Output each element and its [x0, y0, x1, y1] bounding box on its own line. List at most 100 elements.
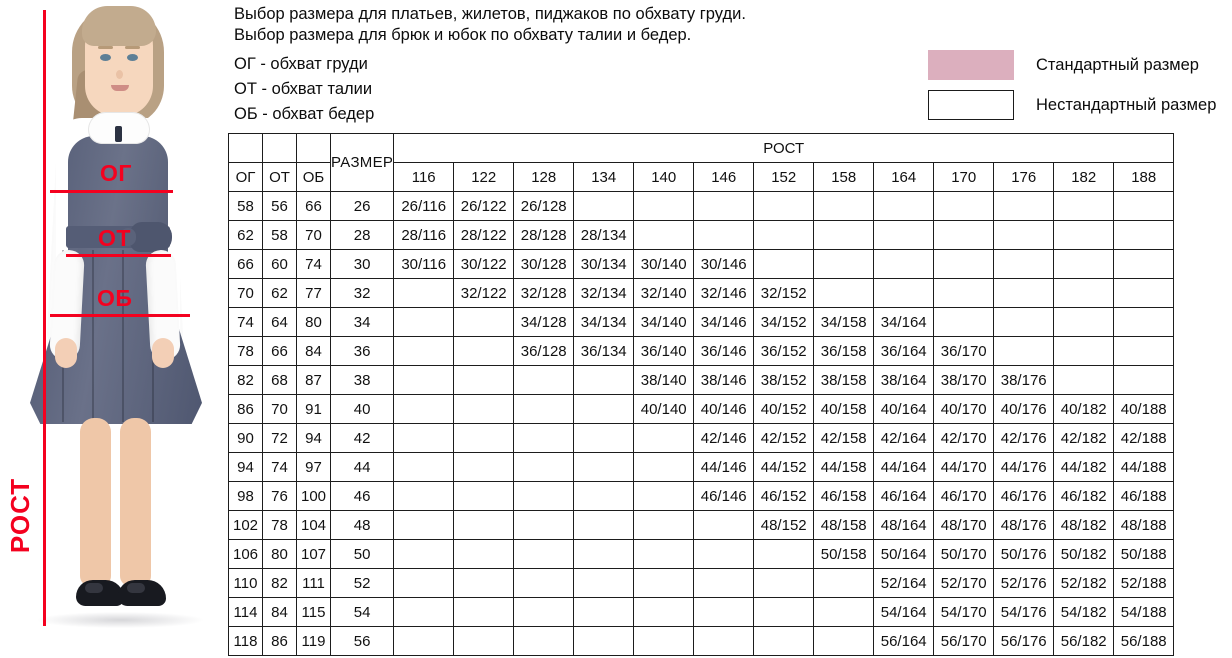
cell-38-146: 38/146: [693, 365, 755, 395]
cell-32-158: [813, 278, 875, 308]
abbreviation-chest: ОГ - обхват груди: [234, 55, 368, 73]
legend-label-nonstandard: Нестандартный размер: [1036, 95, 1217, 114]
cell-48-176: 48/176: [993, 510, 1055, 540]
header-height-152: 152: [753, 162, 815, 192]
cell-og: 82: [228, 365, 263, 395]
cell-46-188: 46/188: [1113, 481, 1175, 511]
cell-56-116: [393, 626, 455, 656]
cell-52-158: [813, 568, 875, 598]
cell-50-182: 50/182: [1053, 539, 1115, 569]
cell-38-134: [573, 365, 635, 395]
cell-34-176: [993, 307, 1055, 337]
cell-og: 86: [228, 394, 263, 424]
cell-44-152: 44/152: [753, 452, 815, 482]
cell-34-164: 34/164: [873, 307, 935, 337]
cell-26-182: [1053, 191, 1115, 221]
table-body: 58 56 66 26 26/116 26/122 26/128 62 58 70 28 28/116…: [228, 191, 1175, 656]
cell-48-122: [453, 510, 515, 540]
cell-32-116: [393, 278, 455, 308]
table-header-row: ОГ ОТ ОБ 116 122 128 134 140 146 152 158…: [228, 162, 1175, 192]
cell-40-140: 40/140: [633, 394, 695, 424]
cell-52-146: [693, 568, 755, 598]
header-height-170: 170: [933, 162, 995, 192]
cell-ot: 62: [262, 278, 297, 308]
cell-size: 42: [329, 423, 395, 453]
cell-ot: 60: [262, 249, 297, 279]
fringe: [82, 6, 156, 46]
shoe-right: [118, 580, 166, 606]
cell-30-158: [813, 249, 875, 279]
cell-56-146: [693, 626, 755, 656]
cell-28-122: 28/122: [453, 220, 515, 250]
cell-54-188: 54/188: [1113, 597, 1175, 627]
cell-ob: 107: [296, 539, 331, 569]
cell-28-170: [933, 220, 995, 250]
cell-44-116: [393, 452, 455, 482]
cell-30-122: 30/122: [453, 249, 515, 279]
cell-og: 118: [228, 626, 263, 656]
cell-36-182: [1053, 336, 1115, 366]
cell-48-140: [633, 510, 695, 540]
cell-36-170: 36/170: [933, 336, 995, 366]
cell-38-128: [513, 365, 575, 395]
cell-44-146: 44/146: [693, 452, 755, 482]
cell-28-182: [1053, 220, 1115, 250]
header-height-116: 116: [393, 162, 455, 192]
hips-measure-line: [50, 314, 190, 317]
table-row: 110 82 111 52 52/164 52/170 52/176 52/182 52/188: [228, 568, 1175, 598]
intro-line-2: Выбор размера для брюк и юбок по обхвату…: [234, 26, 692, 44]
cell-size: 40: [329, 394, 395, 424]
legend-swatch-nonstandard: [928, 90, 1014, 120]
cell-size: 54: [329, 597, 395, 627]
cell-36-158: 36/158: [813, 336, 875, 366]
cell-32-164: [873, 278, 935, 308]
cell-42-170: 42/170: [933, 423, 995, 453]
cell-36-146: 36/146: [693, 336, 755, 366]
cell-44-128: [513, 452, 575, 482]
shoe-left: [76, 580, 124, 606]
cell-32-182: [1053, 278, 1115, 308]
cell-ot: 64: [262, 307, 297, 337]
cell-52-140: [633, 568, 695, 598]
table-row: 70 62 77 32 32/122 32/128 32/134 32/140 32/146 32…: [228, 278, 1175, 308]
cell-50-122: [453, 539, 515, 569]
legend-label-standard: Стандартный размер: [1036, 55, 1199, 74]
cell-42-134: [573, 423, 635, 453]
cell-56-164: 56/164: [873, 626, 935, 656]
cell-32-134: 32/134: [573, 278, 635, 308]
cell-30-188: [1113, 249, 1175, 279]
cell-46-116: [393, 481, 455, 511]
cell-44-158: 44/158: [813, 452, 875, 482]
cell-52-176: 52/176: [993, 568, 1055, 598]
header-height-188: 188: [1113, 162, 1175, 192]
cell-38-158: 38/158: [813, 365, 875, 395]
cell-50-134: [573, 539, 635, 569]
cell-og: 114: [228, 597, 263, 627]
abbreviation-hips: ОБ - обхват бедер: [234, 105, 375, 123]
cell-ot: 74: [262, 452, 297, 482]
legs: [78, 418, 154, 590]
table-head: РАЗМЕР РОСТ ОГ ОТ ОБ 116 122 128 134 140…: [228, 133, 1175, 192]
table-group-header-row: РАЗМЕР РОСТ: [228, 133, 1175, 192]
header-height-140: 140: [633, 162, 695, 192]
table-row: 82 68 87 38 38/140 38/146 38/152 38/158 38/164 38…: [228, 365, 1175, 395]
cell-og: 106: [228, 539, 263, 569]
cell-26-152: [753, 191, 815, 221]
cell-26-134: [573, 191, 635, 221]
cell-ob: 87: [296, 365, 331, 395]
cell-50-170: 50/170: [933, 539, 995, 569]
height-measure-label: РОСТ: [5, 477, 36, 554]
cell-38-164: 38/164: [873, 365, 935, 395]
waist-measure-label: ОТ: [98, 225, 131, 251]
cell-56-188: 56/188: [1113, 626, 1175, 656]
intro-text: Выбор размера для платьев, жилетов, пидж…: [234, 4, 934, 46]
cell-32-122: 32/122: [453, 278, 515, 308]
chest-measure-line: [50, 190, 173, 193]
model-photo-panel: ОГ ОТ ОБ РОСТ: [0, 0, 228, 658]
cell-ob: 91: [296, 394, 331, 424]
cell-44-176: 44/176: [993, 452, 1055, 482]
cell-28-152: [753, 220, 815, 250]
cell-40-116: [393, 394, 455, 424]
table-row: 66 60 74 30 30/116 30/122 30/128 30/134 30/140 30…: [228, 249, 1175, 279]
cell-ob: 115: [296, 597, 331, 627]
